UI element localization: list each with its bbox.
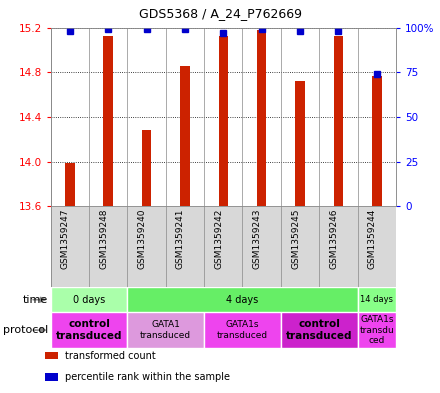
Bar (372, 75, 381, 206)
Bar (281, 312, 358, 348)
Bar (65, 163, 75, 206)
Text: GSM1359243: GSM1359243 (253, 209, 262, 269)
Bar (127, 287, 358, 312)
Text: GATA1
transduced: GATA1 transduced (140, 320, 191, 340)
Bar (45, 373, 58, 381)
Bar (358, 287, 396, 312)
Bar (51, 312, 127, 348)
Text: percentile rank within the sample: percentile rank within the sample (65, 372, 230, 382)
Bar (142, 130, 151, 206)
Text: GSM1359240: GSM1359240 (138, 209, 147, 269)
Text: GSM1359247: GSM1359247 (61, 209, 70, 269)
Text: GSM1359241: GSM1359241 (176, 209, 185, 269)
Text: GSM1359246: GSM1359246 (330, 209, 338, 269)
Text: GSM1359245: GSM1359245 (291, 209, 300, 269)
Bar (180, 66, 190, 206)
Bar (295, 81, 305, 206)
Text: GDS5368 / A_24_P762669: GDS5368 / A_24_P762669 (139, 7, 301, 20)
Bar (51, 287, 127, 312)
Bar (358, 312, 396, 348)
Text: protocol: protocol (3, 325, 48, 335)
Bar (257, 30, 267, 206)
Text: control
transduced: control transduced (286, 320, 352, 341)
Text: 0 days: 0 days (73, 295, 105, 305)
Bar (204, 312, 281, 348)
Text: GATA1s
transdu
ced: GATA1s transdu ced (359, 315, 394, 345)
Text: transformed count: transformed count (65, 351, 156, 361)
Text: GSM1359248: GSM1359248 (99, 209, 108, 269)
Text: GATA1s
transduced: GATA1s transduced (217, 320, 268, 340)
Text: 4 days: 4 days (226, 295, 259, 305)
Text: control
transduced: control transduced (56, 320, 122, 341)
Bar (127, 312, 204, 348)
Bar (45, 352, 58, 359)
Text: 14 days: 14 days (360, 295, 393, 304)
Bar (219, 37, 228, 206)
Bar (103, 37, 113, 206)
Bar (334, 37, 343, 206)
Text: GSM1359242: GSM1359242 (214, 209, 223, 269)
Text: time: time (23, 295, 48, 305)
Text: GSM1359244: GSM1359244 (368, 209, 377, 269)
